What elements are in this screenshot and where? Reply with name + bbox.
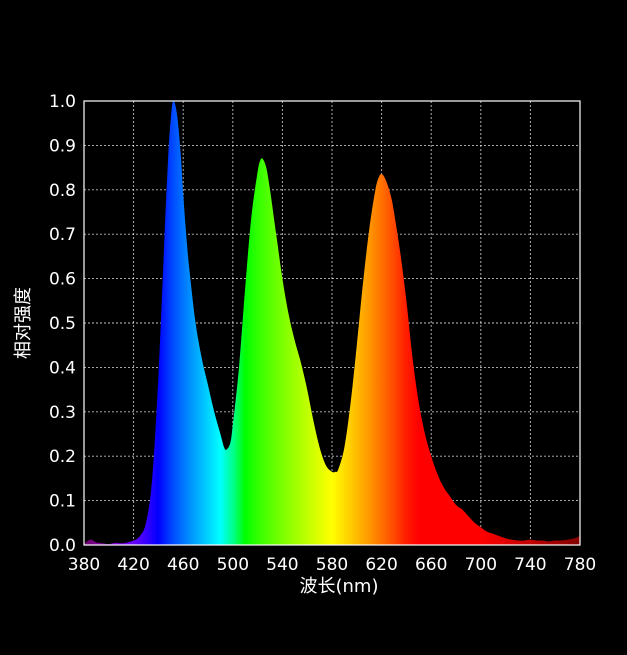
x-tick-label: 380 — [68, 555, 100, 575]
y-tick-label: 0.7 — [49, 225, 76, 245]
plot-frame — [83, 100, 581, 546]
y-tick-label: 0.1 — [49, 492, 76, 512]
x-tick-label: 500 — [217, 555, 249, 575]
x-tick-label: 540 — [266, 555, 298, 575]
x-tick-labels: 380 420 460 500 540 580 620 660 700 740 780 — [68, 555, 596, 575]
y-tick-label: 0.3 — [49, 403, 76, 423]
spectrum-area — [84, 100, 580, 545]
y-axis-label: 相对强度 — [13, 287, 34, 359]
x-tick-label: 420 — [117, 555, 149, 575]
y-tick-label: 0.5 — [49, 314, 76, 334]
x-tick-label: 580 — [316, 555, 348, 575]
y-tick-label: 0.9 — [49, 136, 76, 156]
y-tick-label: 0.4 — [49, 358, 76, 378]
y-tick-label: 0.8 — [49, 181, 76, 201]
x-tick-label: 740 — [514, 555, 546, 575]
y-tick-labels: 0.0 0.1 0.2 0.3 0.4 0.5 0.6 0.7 0.8 0.9 1.0 — [49, 92, 76, 556]
y-tick-label: 1.0 — [49, 92, 76, 112]
x-tick-label: 620 — [365, 555, 397, 575]
x-tick-label: 660 — [415, 555, 447, 575]
x-tick-label: 780 — [564, 555, 596, 575]
y-tick-label: 0.2 — [49, 447, 76, 467]
y-tick-label: 0.0 — [49, 536, 76, 556]
x-axis-label: 波长(nm) — [300, 576, 379, 597]
x-tick-label: 700 — [465, 555, 497, 575]
y-tick-label: 0.6 — [49, 270, 76, 290]
x-tick-label: 460 — [167, 555, 199, 575]
